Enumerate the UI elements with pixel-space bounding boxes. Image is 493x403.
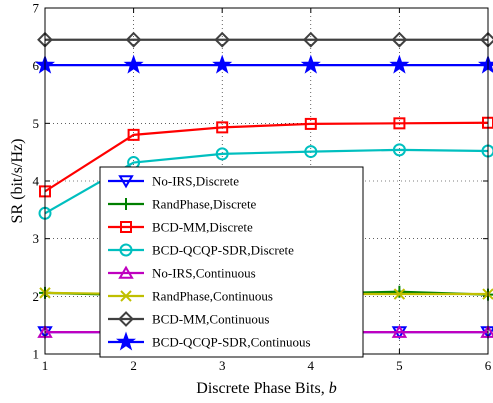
legend-marker [115,331,137,351]
legend-item: RandPhase,Discrete [108,197,257,212]
legend-item: BCD-MM,Discrete [108,220,253,235]
x-axis-label-variable: b [329,380,337,397]
legend-marker [118,265,134,279]
legend-label: BCD-QCQP-SDR,Continuous [152,335,311,350]
legend-item: RandPhase,Continuous [108,289,273,304]
data-point [477,54,493,74]
data-point [125,31,142,48]
legend-marker [118,311,134,327]
y-tick-label: 7 [33,1,40,16]
x-tick-label: 6 [485,358,492,373]
data-point [212,54,233,74]
legend-box [99,166,364,358]
data-point [391,31,408,48]
data-point [123,54,144,74]
x-tick-label: 5 [396,358,403,373]
y-tick-label: 3 [33,231,40,246]
legend-label: BCD-MM,Discrete [152,220,253,235]
data-point [391,324,408,338]
legend-marker [120,290,132,302]
data-point [393,117,406,130]
legend-marker [120,198,132,210]
legend-label: RandPhase,Continuous [152,289,273,304]
x-tick-label: 1 [42,358,49,373]
legend-marker [120,221,132,233]
legend: No-IRS,Discrete RandPhase,Discrete BCD-MM,… [99,166,364,358]
legend-label: No-IRS,Discrete [152,174,239,189]
data-point [215,147,229,161]
data-point [392,143,406,157]
legend-label: No-IRS,Continuous [152,266,256,281]
y-tick-label: 2 [33,289,40,304]
data-point [214,31,231,48]
y-tick-label: 6 [33,58,40,73]
x-axis-label-text: Discrete Phase Bits, [196,380,328,397]
x-axis-label: Discrete Phase Bits, b [196,380,336,397]
x-tick-label: 3 [219,358,226,373]
legend-marker [118,175,134,189]
legend-item: No-IRS,Continuous [108,266,256,281]
axis-ticks: 1 2 3 4 5 6 1 2 3 4 5 6 7 [33,1,492,374]
x-tick-label: 4 [308,358,315,373]
legend-item: BCD-QCQP-SDR,Continuous [108,331,311,351]
legend-marker [119,243,133,257]
data-point [393,288,406,300]
data-point [127,128,140,141]
data-point [302,31,319,48]
y-tick-label: 1 [33,347,40,362]
y-tick-label: 5 [33,116,40,131]
x-tick-label: 2 [130,358,137,373]
data-point [393,285,406,298]
data-point [304,117,317,130]
data-point [216,121,229,134]
series-7 [37,31,493,48]
series-8 [34,54,493,74]
legend-label: BCD-MM,Continuous [152,312,269,327]
legend-item: BCD-QCQP-SDR,Discrete [108,243,294,258]
y-axis-label: SR (bit/s/Hz) [9,139,26,224]
legend-item: BCD-MM,Continuous [108,311,269,327]
data-point [389,54,410,74]
series-line [44,121,489,193]
data-point [304,145,318,159]
y-tick-label: 4 [33,174,40,189]
legend-item: No-IRS,Discrete [108,174,239,189]
data-point [300,54,321,74]
legend-label: RandPhase,Discrete [152,197,257,212]
legend-label: BCD-QCQP-SDR,Discrete [152,243,294,258]
